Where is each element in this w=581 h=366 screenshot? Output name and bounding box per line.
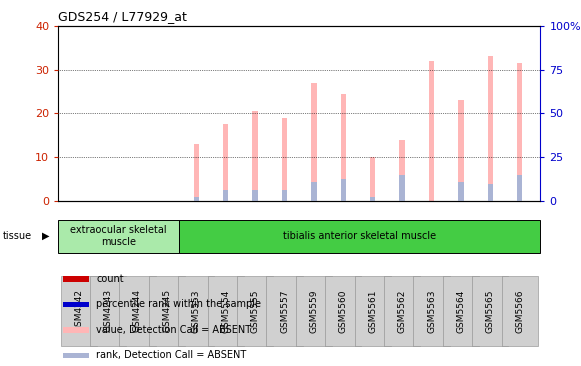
Text: extraocular skeletal
muscle: extraocular skeletal muscle xyxy=(70,225,167,247)
Text: GSM5566: GSM5566 xyxy=(515,289,524,333)
Text: GSM5553: GSM5553 xyxy=(192,289,201,333)
Bar xyxy=(370,197,375,201)
Text: percentile rank within the sample: percentile rank within the sample xyxy=(96,299,261,309)
Bar xyxy=(487,56,493,201)
Bar xyxy=(253,111,258,201)
Bar xyxy=(400,175,405,201)
Text: rank, Detection Call = ABSENT: rank, Detection Call = ABSENT xyxy=(96,350,247,361)
Bar xyxy=(311,182,317,201)
Text: ▶: ▶ xyxy=(42,231,49,241)
Text: GSM4244: GSM4244 xyxy=(133,289,142,332)
Bar xyxy=(340,179,346,201)
Bar xyxy=(487,184,493,201)
Text: GSM5557: GSM5557 xyxy=(280,289,289,333)
Text: GSM5562: GSM5562 xyxy=(397,289,407,333)
Bar xyxy=(311,83,317,201)
Bar xyxy=(458,182,464,201)
Text: GSM5560: GSM5560 xyxy=(339,289,348,333)
Bar xyxy=(63,302,89,307)
Bar xyxy=(458,100,464,201)
Bar xyxy=(517,63,522,201)
Text: GSM5554: GSM5554 xyxy=(221,289,230,333)
Text: GSM4245: GSM4245 xyxy=(163,289,171,332)
Bar xyxy=(223,124,228,201)
FancyBboxPatch shape xyxy=(178,220,540,253)
Text: GSM5564: GSM5564 xyxy=(457,289,465,333)
Bar xyxy=(370,157,375,201)
Bar xyxy=(517,175,522,201)
Text: GSM5563: GSM5563 xyxy=(427,289,436,333)
Text: GSM4243: GSM4243 xyxy=(103,289,113,332)
Text: tissue: tissue xyxy=(3,231,32,241)
Bar xyxy=(63,276,89,281)
Text: GSM5561: GSM5561 xyxy=(368,289,377,333)
Bar xyxy=(223,190,228,201)
Text: GSM5565: GSM5565 xyxy=(486,289,495,333)
Bar xyxy=(63,353,89,358)
Bar xyxy=(193,197,199,201)
FancyBboxPatch shape xyxy=(58,220,178,253)
Bar xyxy=(400,140,405,201)
Bar xyxy=(282,190,287,201)
Bar xyxy=(63,327,89,333)
Bar xyxy=(282,118,287,201)
Bar xyxy=(429,61,434,201)
Text: GDS254 / L77929_at: GDS254 / L77929_at xyxy=(58,10,187,23)
Bar xyxy=(193,144,199,201)
Bar xyxy=(253,190,258,201)
Text: tibialis anterior skeletal muscle: tibialis anterior skeletal muscle xyxy=(283,231,436,241)
Text: GSM5559: GSM5559 xyxy=(310,289,318,333)
Text: GSM4242: GSM4242 xyxy=(74,289,83,332)
Text: GSM5555: GSM5555 xyxy=(250,289,260,333)
Text: value, Detection Call = ABSENT: value, Detection Call = ABSENT xyxy=(96,325,252,335)
Bar xyxy=(340,94,346,201)
Text: count: count xyxy=(96,274,124,284)
